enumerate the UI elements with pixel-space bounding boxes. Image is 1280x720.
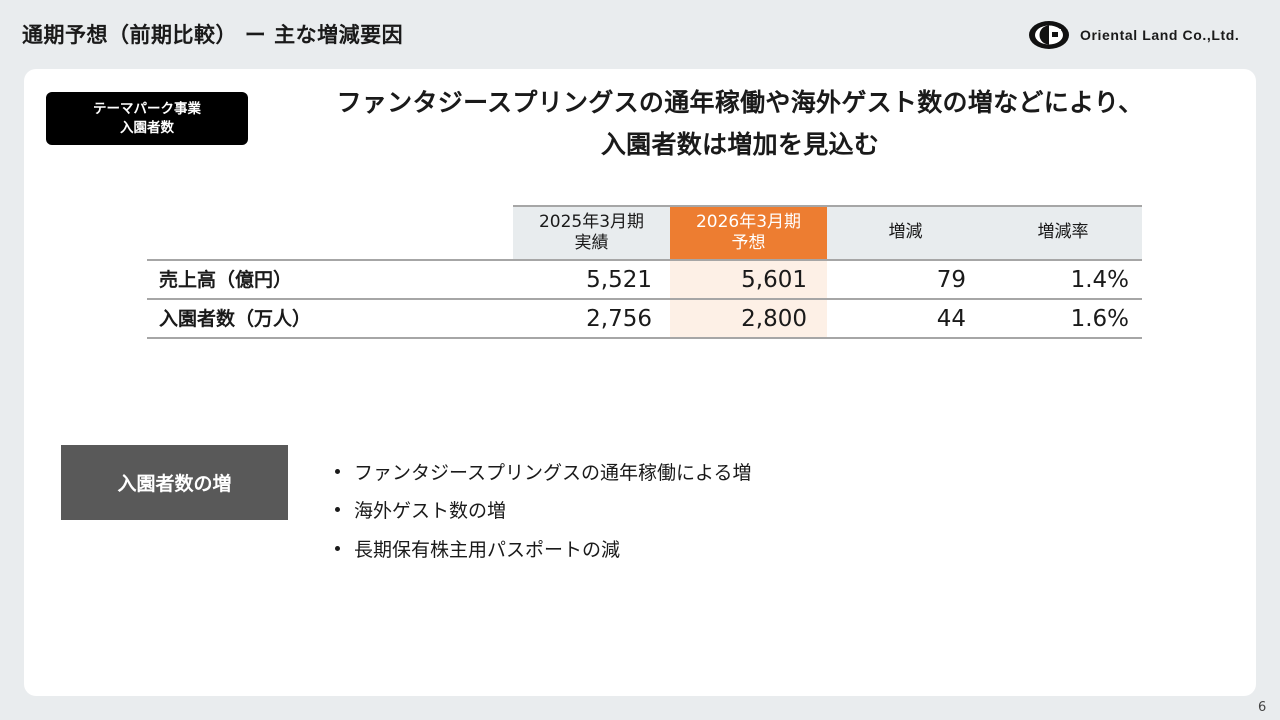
row-divider xyxy=(147,259,1142,261)
list-item-text: 海外ゲスト数の増 xyxy=(354,500,507,523)
header-fy2025-line1: 2025年3月期 xyxy=(538,212,645,233)
cell-value: 5,521 xyxy=(586,267,652,293)
table-row: 売上高（億円） 5,521 5,601 79 1.4% xyxy=(147,261,1142,299)
row-label: 入園者数（万人） xyxy=(159,308,312,330)
list-item: 長期保有株主用パスポートの減 xyxy=(335,529,751,568)
header-change: 増減 xyxy=(827,205,984,260)
content-card xyxy=(24,69,1256,696)
cell-value: 1.6% xyxy=(1070,306,1129,332)
header-fy2025: 2025年3月期 実績 xyxy=(513,205,670,260)
list-item-text: 長期保有株主用パスポートの減 xyxy=(354,538,621,561)
reason-label-box: 入園者数の増 xyxy=(61,445,288,520)
headline-line1: ファンタジースプリングスの通年稼働や海外ゲスト数の増などにより、 xyxy=(336,88,1144,117)
reason-list: ファンタジースプリングスの通年稼働による増 海外ゲスト数の増 長期保有株主用パス… xyxy=(335,452,751,568)
header-change-label: 増減 xyxy=(888,222,923,243)
cell-value: 5,601 xyxy=(741,267,807,293)
bullet-icon xyxy=(335,507,340,513)
logo-text: Oriental Land Co.,Ltd. xyxy=(1080,27,1240,43)
list-item: ファンタジースプリングスの通年稼働による増 xyxy=(335,452,751,491)
header-fy2025-line2: 実績 xyxy=(574,232,609,253)
header-top-line xyxy=(513,205,1142,207)
list-item-text: ファンタジースプリングスの通年稼働による増 xyxy=(354,461,752,484)
headline-line2: 入園者数は増加を見込む xyxy=(600,130,880,159)
cell-value: 1.4% xyxy=(1070,267,1129,293)
segment-line1: テーマパーク事業 xyxy=(93,101,201,118)
oriental-land-logo-icon xyxy=(1029,21,1069,49)
table-header-row: 2025年3月期 実績 2026年3月期 予想 増減 増減率 xyxy=(147,205,1142,260)
header-fy2026: 2026年3月期 予想 xyxy=(670,205,827,260)
header-change-rate: 増減率 xyxy=(984,205,1142,260)
bullet-icon xyxy=(335,468,340,474)
header-fy2026-line2: 予想 xyxy=(731,232,766,253)
page-number: 6 xyxy=(1258,700,1267,715)
bullet-icon xyxy=(335,545,340,551)
list-item: 海外ゲスト数の増 xyxy=(335,491,751,530)
cell-value: 44 xyxy=(936,306,966,332)
segment-line2: 入園者数 xyxy=(120,119,174,136)
header-fy2026-line1: 2026年3月期 xyxy=(695,212,802,233)
table-row: 入園者数（万人） 2,756 2,800 44 1.6% xyxy=(147,300,1142,338)
headline: ファンタジースプリングスの通年稼働や海外ゲスト数の増などにより、 入園者数は増加… xyxy=(300,82,1180,166)
cell-value: 79 xyxy=(936,267,966,293)
header-change-rate-label: 増減率 xyxy=(1037,222,1089,243)
cell-value: 2,756 xyxy=(586,306,652,332)
page-title: 通期予想（前期比較） ー 主な増減要因 xyxy=(22,23,404,47)
company-logo: Oriental Land Co.,Ltd. xyxy=(1028,19,1239,51)
cell-value: 2,800 xyxy=(741,306,807,332)
row-divider xyxy=(147,298,1142,300)
segment-badge: テーマパーク事業 入園者数 xyxy=(46,92,248,145)
row-label: 売上高（億円） xyxy=(159,269,293,291)
row-divider xyxy=(147,337,1142,339)
